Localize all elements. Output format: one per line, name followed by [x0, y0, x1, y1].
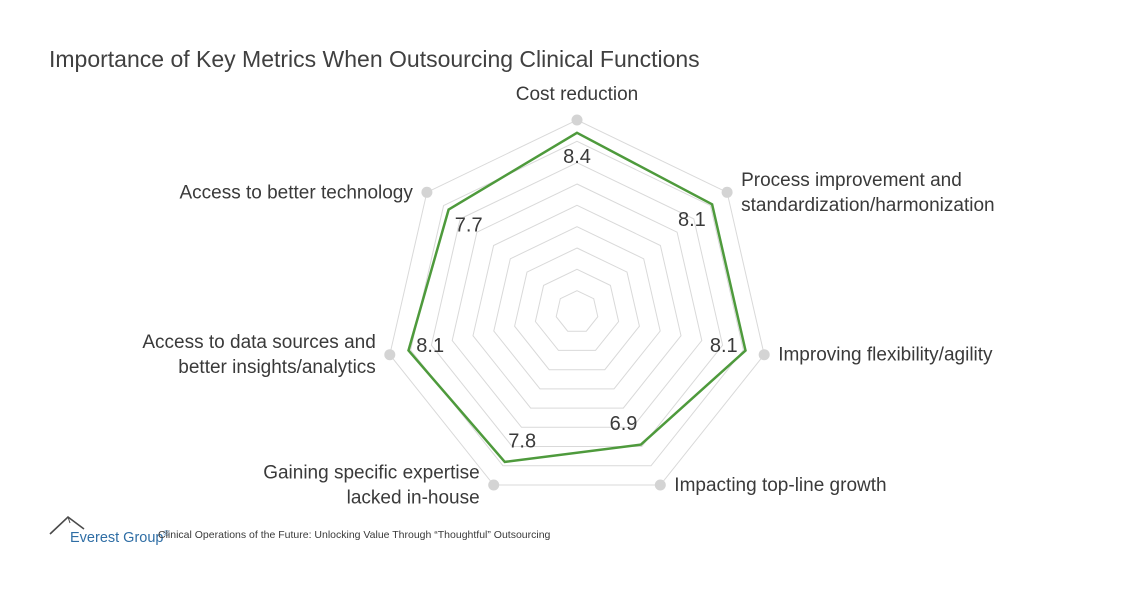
- axis-marker: [421, 186, 433, 198]
- value-label-5: 8.1: [416, 335, 444, 357]
- axis-markers: [384, 114, 770, 491]
- grid-ring: [534, 268, 620, 351]
- axis-label-5: Access to data sources and: [142, 332, 375, 353]
- series-line: [407, 131, 747, 464]
- axis-marker: [721, 186, 733, 198]
- radar-grid: [389, 119, 765, 486]
- axis-marker: [571, 114, 583, 126]
- axis-marker: [758, 349, 770, 361]
- axis-marker: [654, 479, 666, 491]
- registered-mark: ®: [163, 529, 170, 538]
- axis-marker: [384, 349, 396, 361]
- grid-ring: [472, 204, 682, 409]
- grid-ring: [430, 162, 724, 447]
- value-label-2: 8.1: [710, 335, 738, 357]
- grid-ring: [410, 140, 744, 467]
- axis-labels: Cost reduction Process improvement and sta…: [142, 84, 994, 509]
- radar-series: [407, 131, 747, 464]
- footer: Everest Group® Clinical Operations of th…: [48, 515, 748, 555]
- source-text: Clinical Operations of the Future: Unloc…: [158, 529, 551, 541]
- axis-label-1: standardization/harmonization: [741, 195, 995, 216]
- axis-label-4: lacked in-house: [347, 488, 480, 509]
- grid-ring: [389, 119, 765, 486]
- axis-label-0: Cost reduction: [516, 84, 639, 105]
- value-label-6: 7.7: [455, 215, 483, 237]
- value-label-0: 8.4: [563, 146, 591, 168]
- grid-ring: [555, 290, 599, 332]
- brand-name: Everest Group®: [70, 529, 169, 546]
- axis-label-6: Access to better technology: [179, 182, 413, 203]
- grid-ring: [514, 247, 640, 371]
- axis-label-2: Improving flexibility/agility: [778, 345, 993, 366]
- axis-label-4: Gaining specific expertise: [263, 463, 480, 484]
- value-label-3: 6.9: [610, 413, 638, 435]
- value-label-1: 8.1: [678, 209, 706, 231]
- brand-text: Everest Group: [70, 529, 164, 546]
- value-label-4: 7.8: [508, 430, 536, 452]
- grid-ring: [493, 226, 661, 390]
- value-labels: 8.4 8.1 8.1 6.9 7.8 8.1 7.7: [416, 146, 738, 452]
- chart-title: Importance of Key Metrics When Outsourci…: [49, 46, 700, 72]
- axis-label-1: Process improvement and: [741, 170, 962, 191]
- axis-label-5: better insights/analytics: [178, 357, 376, 378]
- grid-ring: [451, 183, 703, 428]
- axis-label-3: Impacting top-line growth: [674, 475, 886, 496]
- axis-marker: [488, 479, 500, 491]
- mountain-logo-icon: [49, 515, 85, 535]
